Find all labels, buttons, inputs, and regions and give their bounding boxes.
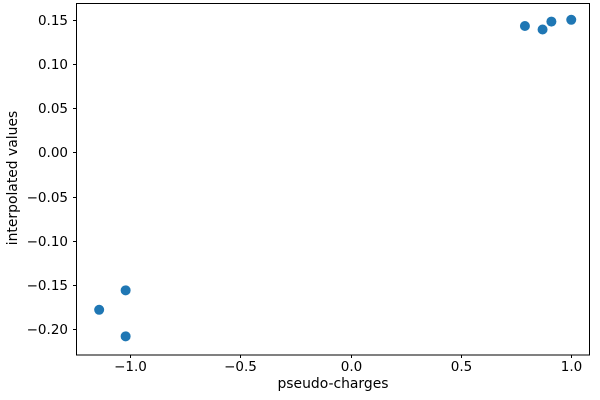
x-tick-label: 1.0 xyxy=(561,359,582,375)
y-tick-label: 0.10 xyxy=(38,57,68,73)
data-point xyxy=(94,304,105,315)
data-point xyxy=(120,331,131,342)
y-axis-label: interpolated values xyxy=(5,110,21,246)
y-tick-label: −0.20 xyxy=(27,322,68,338)
data-point xyxy=(120,285,131,296)
x-tick-label: −1.0 xyxy=(114,359,147,375)
y-tick-label: 0.05 xyxy=(38,101,68,117)
x-tick-label: 0.0 xyxy=(341,359,362,375)
data-point xyxy=(546,16,557,27)
x-tick-label: −0.5 xyxy=(224,359,257,375)
x-tick-label: 0.5 xyxy=(451,359,472,375)
data-point xyxy=(537,24,548,35)
y-tick-label: 0.00 xyxy=(38,145,68,161)
y-tick-label: −0.05 xyxy=(27,190,68,206)
x-axis-label: pseudo-charges xyxy=(277,376,389,392)
data-point xyxy=(566,14,577,25)
y-tick-label: 0.15 xyxy=(38,13,68,29)
data-point xyxy=(519,20,530,31)
y-tick-label: −0.15 xyxy=(27,278,68,294)
axes-spines xyxy=(76,3,590,356)
y-tick-label: −0.10 xyxy=(27,234,68,250)
